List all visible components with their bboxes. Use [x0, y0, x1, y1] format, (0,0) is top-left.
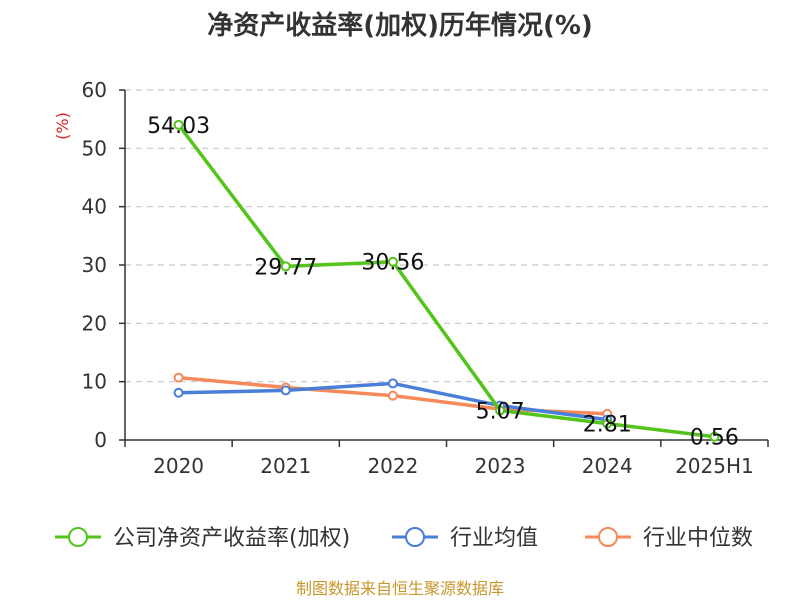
source-note: 制图数据来自恒生聚源数据库: [296, 579, 504, 598]
legend-marker: [405, 527, 425, 547]
data-point: [495, 405, 506, 416]
data-labels: 54.03 29.77 30.56 5.07 2.81 0.56: [147, 114, 739, 451]
data-point: [387, 378, 398, 389]
data-point: [387, 390, 398, 401]
data-point: [173, 119, 184, 130]
gridlines: [125, 89, 768, 383]
data-point: [387, 256, 398, 267]
data-label: 0.56: [690, 426, 739, 451]
data-label: 2.81: [583, 413, 632, 438]
legend-label: 公司净资产收益率(加权): [113, 526, 350, 551]
series-lines: [173, 119, 720, 442]
data-label: 5.07: [476, 399, 525, 424]
data-label: 30.56: [361, 251, 424, 276]
x-tick-label: 2024: [582, 454, 633, 478]
data-label: 54.03: [147, 114, 210, 139]
data-point: [602, 418, 613, 429]
x-tick-label: 2023: [475, 454, 526, 478]
x-tick-label: 2021: [260, 454, 311, 478]
x-tick-label: 2022: [367, 454, 418, 478]
legend-marker: [68, 527, 88, 547]
chart-title: 净资产收益率(加权)历年情况(%): [207, 10, 593, 41]
data-point: [280, 261, 291, 272]
y-tick-label: 20: [82, 311, 107, 335]
data-label: 29.77: [254, 255, 317, 280]
y-tick-label: 0: [94, 428, 107, 452]
y-tick-label: 60: [82, 78, 107, 102]
axes: [119, 89, 769, 447]
legend-label: 行业中位数: [643, 526, 753, 551]
x-tick-label: 2025H1: [675, 454, 754, 478]
y-tick-label: 40: [82, 195, 107, 219]
legend-label: 行业均值: [450, 526, 538, 551]
data-point: [173, 372, 184, 383]
y-tick-label: 30: [82, 253, 107, 277]
y-tick-label: 10: [82, 370, 107, 394]
series-line: [177, 123, 715, 439]
y-axis-unit-label: (%): [53, 112, 72, 140]
x-tick-labels: 2020 2021 2022 2023 2024 2025H1: [153, 454, 754, 478]
y-tick-label: 50: [82, 136, 107, 160]
data-point: [280, 385, 291, 396]
y-tick-labels: 0 10 20 30 40 50 60: [82, 78, 107, 452]
legend: 公司净资产收益率(加权) 行业均值 行业中位数: [55, 526, 753, 551]
data-point: [709, 431, 720, 442]
x-tick-label: 2020: [153, 454, 204, 478]
legend-marker: [598, 527, 618, 547]
data-point: [173, 387, 184, 398]
